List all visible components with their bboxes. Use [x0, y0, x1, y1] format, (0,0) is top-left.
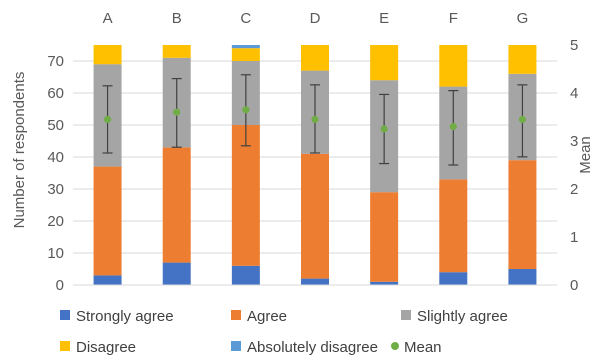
bar-segment-strongly-agree [162, 262, 191, 285]
bar-segment-strongly-agree [301, 278, 329, 285]
y-tick-label: 40 [47, 149, 64, 166]
category-label: E [379, 10, 389, 27]
axes: 0 10 20 30 40 50 60 70 0 1 2 3 4 5 A B C D E F G [47, 10, 578, 294]
y-right-tick-label: 3 [570, 133, 578, 150]
bar-segment-absolutely-disagree [231, 45, 260, 49]
category-label: C [240, 10, 251, 27]
y-right-tick-label: 2 [570, 181, 578, 198]
bar-segment-disagree [231, 48, 260, 61]
bar-segment-disagree [439, 45, 468, 87]
legend-swatch-slightly-agree [401, 310, 411, 320]
bar-segment-disagree [508, 45, 537, 74]
y-tick-label: 30 [47, 181, 64, 198]
mean-marker [449, 123, 457, 131]
legend-swatch-absolutely-disagree [231, 341, 241, 351]
bar-segment-strongly-agree [231, 265, 260, 285]
bar-segment-agree [370, 192, 399, 282]
bars [93, 45, 537, 285]
mean-marker [173, 108, 181, 116]
bar-segment-disagree [162, 45, 191, 58]
bar-segment-strongly-agree [370, 281, 399, 285]
legend-label-disagree: Disagree [76, 339, 136, 356]
bar-segment-disagree [301, 45, 329, 71]
y-right-tick-label: 1 [570, 229, 578, 246]
mean-marker [242, 106, 250, 114]
legend: Strongly agree Agree Slightly agree Disagre… [60, 308, 508, 356]
y-tick-label: 50 [47, 117, 64, 134]
bar-segment-strongly-agree [508, 269, 537, 285]
legend-label-mean: Mean [404, 339, 442, 356]
legend-label-absolutely-disagree: Absolutely disagree [247, 339, 378, 356]
bar-segment-disagree [93, 45, 122, 65]
category-label: B [172, 10, 182, 27]
bar-segment-strongly-agree [439, 272, 468, 285]
bar-segment-agree [439, 179, 468, 273]
y-tick-label: 10 [47, 245, 64, 262]
y-tick-label: 60 [47, 85, 64, 102]
mean-marker [518, 115, 527, 123]
y-tick-label: 20 [47, 213, 64, 230]
category-label: F [449, 10, 458, 27]
y-axis-label: Number of respondents [11, 72, 28, 229]
y-tick-label: 70 [47, 53, 64, 70]
bar-segment-agree [231, 125, 260, 266]
bar-segment-strongly-agree [93, 275, 122, 285]
category-label: A [103, 10, 113, 27]
legend-label-slightly-agree: Slightly agree [417, 308, 508, 325]
bar-segment-agree [508, 160, 537, 269]
y-right-tick-label: 5 [570, 37, 578, 54]
mean-markers [103, 106, 527, 133]
legend-swatch-strongly-agree [60, 310, 70, 320]
category-label: G [517, 10, 529, 27]
bar-segment-agree [301, 153, 329, 279]
mean-marker [311, 115, 319, 123]
category-label: D [310, 10, 321, 27]
y-right-tick-label: 0 [570, 277, 578, 294]
bar-segment-disagree [370, 45, 399, 81]
legend-swatch-agree [231, 310, 241, 320]
bar-segment-agree [162, 147, 191, 263]
y-right-tick-label: 4 [570, 85, 578, 102]
bar-segment-agree [93, 166, 122, 276]
legend-label-strongly-agree: Strongly agree [76, 308, 174, 325]
y-axis-right-label: Mean [577, 136, 594, 174]
legend-swatch-mean [391, 342, 399, 350]
y-tick-label: 0 [56, 277, 64, 294]
mean-marker [103, 115, 112, 123]
legend-label-agree: Agree [247, 308, 287, 325]
mean-marker [380, 125, 388, 133]
legend-swatch-disagree [60, 341, 70, 351]
